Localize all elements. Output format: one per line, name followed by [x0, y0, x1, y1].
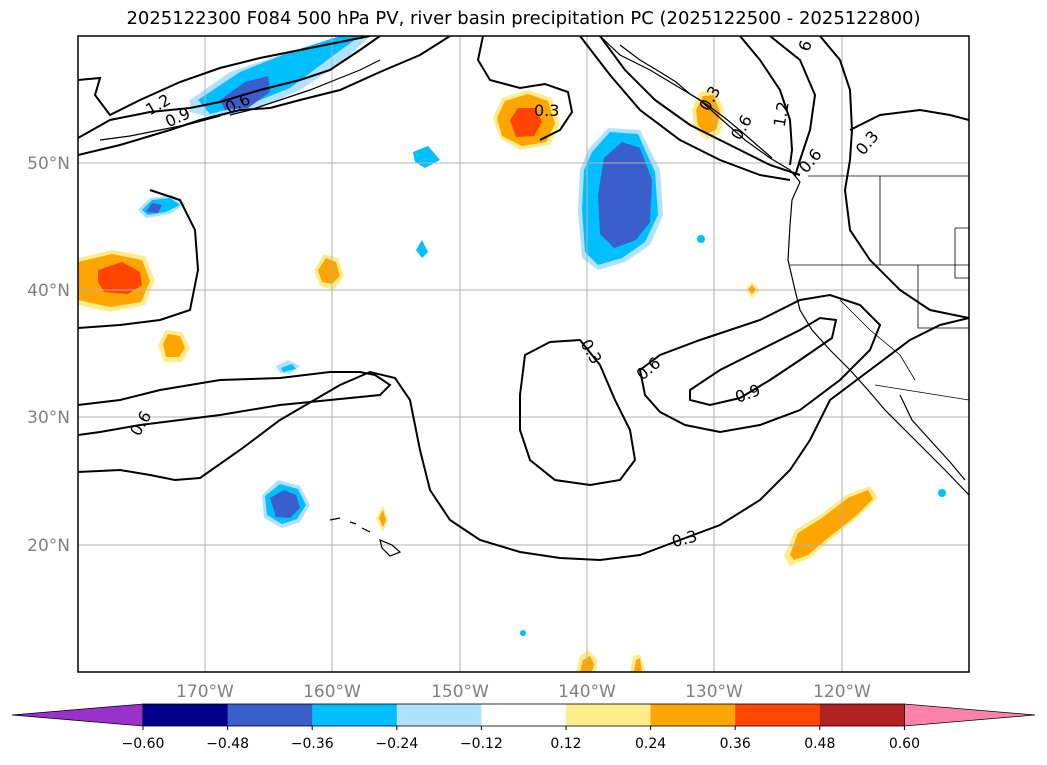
lat-label: 50°N [27, 154, 70, 174]
map-frame [77, 35, 970, 673]
hawaii-islands [329, 517, 402, 557]
colorbar-tick-label: 0.12 [550, 736, 581, 752]
aleutians [99, 115, 221, 141]
lat-label: 40°N [27, 281, 70, 301]
colorbar-tick-label: −0.48 [206, 736, 249, 752]
pv-contour-lat-loop [78, 189, 200, 329]
colorbar-segment [396, 704, 482, 726]
colorbar-segment [481, 704, 567, 726]
contour-label: 0.6 [727, 112, 756, 144]
lon-label: 120°W [813, 682, 871, 702]
baja-coast [899, 394, 966, 481]
latitude-labels: 50°N 40°N 30°N 20°N [27, 154, 70, 556]
colorbar-tick-label: 0.24 [635, 736, 666, 752]
contour-label: 0.3 [534, 101, 559, 120]
pv-contour-1.2-east [599, 36, 801, 176]
pv-contour-0.6-loop [638, 293, 882, 434]
precip-positive-area [318, 258, 340, 284]
pv-contour-0.6-east [579, 36, 791, 181]
pv-contour-0.6-ne [769, 36, 817, 177]
colorbar-tick-label: 0.60 [889, 736, 920, 752]
colorbar-segment [312, 704, 398, 726]
map-area: 1.2 0.9 0.6 0.3 0.3 0.6 0.9 0.3 0.6 1.2 … [78, 36, 969, 672]
contour-label: 1.2 [770, 100, 793, 128]
map-title: 2025122300 F084 500 hPa PV, river basin … [126, 8, 921, 29]
pv-contour-0.3-loop [519, 338, 637, 487]
precip-negative-area [146, 203, 162, 213]
precip-negative-area [416, 240, 428, 258]
colorbar-tick-label: −0.60 [122, 736, 165, 752]
pv-contours [78, 36, 969, 562]
lon-label: 140°W [558, 682, 616, 702]
pv-contour-ne-loop [849, 108, 969, 131]
pv-contour-0.9-loop [689, 316, 838, 407]
precip-shading [78, 36, 946, 672]
precip-positive-area [98, 262, 142, 294]
lon-label: 170°W [176, 682, 234, 702]
colorbar-tick-label: −0.24 [375, 736, 418, 752]
colorbar-segment [735, 704, 821, 726]
lon-label: 130°W [685, 682, 743, 702]
precip-positive-area [379, 510, 386, 527]
state-boundaries [790, 175, 969, 401]
colorbar-tick-label: 0.36 [720, 736, 751, 752]
contour-label: 0.3 [670, 526, 700, 551]
lat-label: 20°N [27, 536, 70, 556]
colorbar-extend-max [904, 703, 1036, 727]
precip-negative-area [520, 630, 526, 636]
contour-label: 0.6 [633, 353, 665, 384]
colorbar-segment [819, 704, 905, 726]
precip-negative-area [938, 489, 946, 497]
alaska-panhandle [619, 44, 773, 159]
precip-negative-area [413, 146, 440, 168]
pv-contour-0.9 [78, 36, 381, 139]
longitude-labels: 170°W 160°W 150°W 140°W 130°W 120°W [176, 682, 871, 702]
contour-label: 6 [795, 38, 816, 54]
colorbar-extend-min [11, 703, 144, 727]
colorbar-segment [143, 704, 229, 726]
colorbar-tick-label: 0.48 [804, 736, 835, 752]
contour-label: 0.6 [126, 408, 155, 440]
precip-positive-area [790, 490, 873, 560]
pv-contour-6 [739, 36, 794, 166]
pv-contour-1.2 [78, 36, 371, 117]
pv-contour-0.6 [78, 371, 392, 436]
precip-negative-area [598, 142, 652, 248]
precip-negative-area [281, 364, 296, 372]
pv-contour-0.3-ne [819, 36, 969, 319]
precip-negative-area [270, 490, 300, 518]
pv-contour-0.3-top [476, 36, 574, 141]
map-gridlines [78, 36, 969, 672]
precip-negative-area [220, 76, 270, 110]
colorbar-segment [566, 704, 652, 726]
colorbar-frame [142, 703, 905, 727]
colorbar: −0.60 −0.48 −0.36 −0.24 −0.12 0.12 0.24 0.36 0.4… [11, 703, 1036, 752]
precip-positive-area [634, 658, 642, 672]
pv-contour-0.3-south [78, 317, 969, 562]
lon-label: 150°W [431, 682, 489, 702]
colorbar-tick-label: −0.12 [460, 736, 503, 752]
lon-label: 160°W [303, 682, 361, 702]
lat-label: 30°N [27, 408, 70, 428]
colorbar-tick-label: −0.36 [291, 736, 334, 752]
contour-label: 0.6 [795, 145, 826, 177]
precip-positive-area [510, 108, 542, 137]
precip-positive-area [163, 334, 185, 357]
precip-negative-area [697, 235, 705, 243]
colorbar-segment [227, 704, 313, 726]
contour-label: 0.9 [733, 380, 763, 407]
colorbar-segment [650, 704, 736, 726]
contour-label: 0.3 [852, 127, 883, 159]
pv-contour-0.6-west [78, 36, 451, 156]
